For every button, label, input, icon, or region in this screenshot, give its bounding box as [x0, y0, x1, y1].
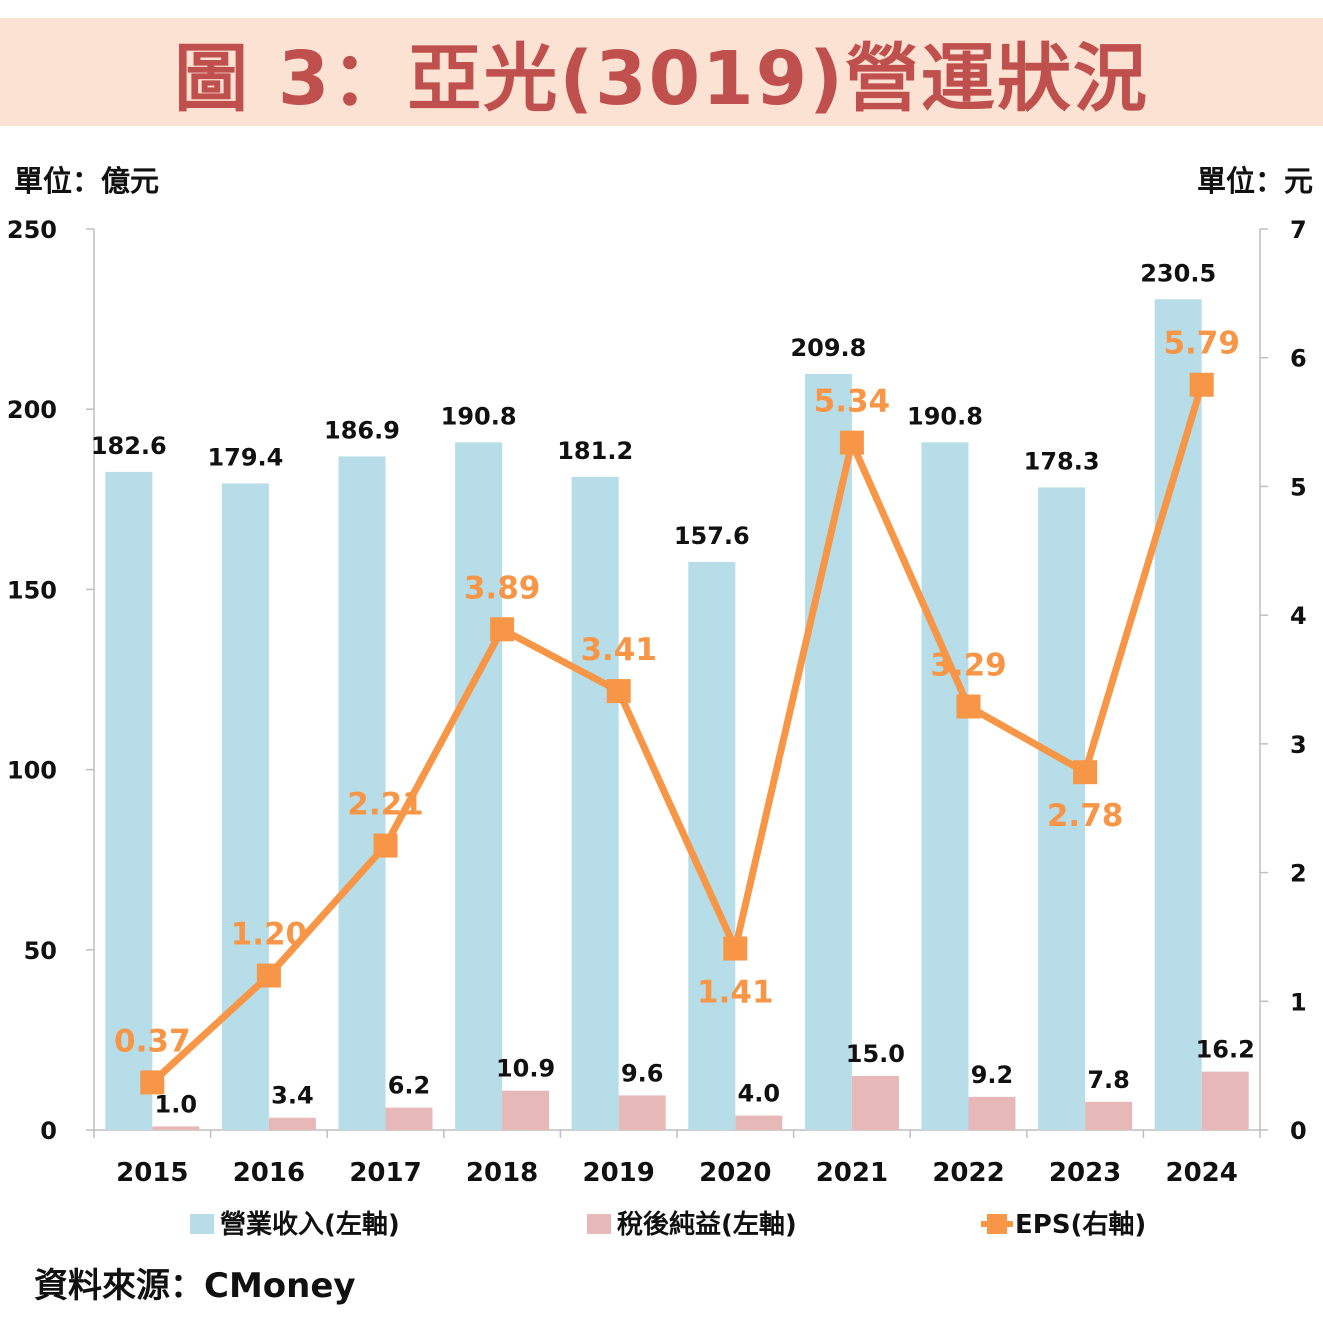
eps-marker [606, 679, 631, 704]
x-tick-label: 2020 [699, 1158, 771, 1188]
x-tick-label: 2018 [466, 1158, 538, 1188]
eps-marker [490, 617, 515, 642]
left-tick-label: 50 [24, 937, 57, 965]
net-income-data-label: 16.2 [1196, 1036, 1255, 1064]
eps-data-label: 3.89 [464, 570, 541, 606]
x-tick-label: 2015 [116, 1158, 188, 1188]
right-tick-label: 2 [1290, 860, 1307, 888]
x-tick-label: 2017 [349, 1158, 421, 1188]
left-tick-label: 200 [7, 396, 57, 424]
x-tick-label: 2019 [583, 1158, 655, 1188]
revenue-bar [1154, 299, 1202, 1130]
right-tick-label: 3 [1290, 731, 1307, 759]
left-tick-label: 150 [7, 576, 57, 604]
net-income-data-label: 4.0 [738, 1080, 781, 1108]
eps-data-label: 5.34 [814, 384, 891, 420]
eps-data-label: 3.29 [930, 648, 1007, 684]
eps-marker [1189, 372, 1214, 397]
eps-marker [373, 833, 398, 858]
right-tick-label: 7 [1290, 216, 1307, 244]
net-income-data-label: 15.0 [846, 1040, 905, 1068]
revenue-data-label: 157.6 [674, 522, 750, 550]
revenue-data-label: 230.5 [1140, 259, 1216, 287]
right-tick-label: 1 [1290, 988, 1307, 1016]
revenue-data-label: 209.8 [790, 334, 866, 362]
revenue-bar [455, 442, 503, 1130]
net-income-data-label: 1.0 [155, 1090, 198, 1118]
net-income-bar [735, 1115, 783, 1130]
revenue-data-label: 190.8 [441, 402, 517, 430]
net-income-bar [268, 1117, 316, 1130]
revenue-bar [688, 562, 736, 1130]
data-source: 資料來源：CMoney [34, 1266, 356, 1306]
right-tick-label: 0 [1290, 1117, 1307, 1145]
eps-data-label: 5.79 [1163, 326, 1240, 362]
eps-marker [1073, 760, 1098, 785]
net-income-bar [1085, 1101, 1133, 1130]
net-income-bar [618, 1095, 666, 1130]
legend-eps-marker [987, 1214, 1007, 1234]
left-tick-label: 0 [40, 1117, 57, 1145]
net-income-bar [502, 1090, 550, 1130]
eps-data-label: 2.78 [1047, 798, 1124, 834]
legend-net-income-label: 稅後純益(左軸) [617, 1209, 797, 1240]
net-income-bar [851, 1075, 899, 1130]
eps-marker [839, 430, 864, 455]
revenue-data-label: 182.6 [91, 432, 167, 460]
right-tick-label: 4 [1290, 602, 1307, 630]
net-income-bar [385, 1107, 433, 1130]
net-income-bar [152, 1126, 200, 1130]
revenue-bar [804, 373, 852, 1130]
legend-net-income-swatch [587, 1214, 611, 1234]
revenue-data-label: 178.3 [1024, 447, 1100, 475]
net-income-data-label: 3.4 [271, 1082, 314, 1110]
eps-marker [140, 1070, 165, 1095]
legend-eps-label: EPS(右軸) [1015, 1209, 1146, 1240]
chart-title: 圖 3：亞光(3019)營運狀況 [174, 35, 1149, 122]
eps-data-label: 1.20 [231, 917, 308, 953]
x-tick-label: 2016 [233, 1158, 305, 1188]
left-tick-label: 250 [7, 216, 57, 244]
eps-data-label: 3.41 [580, 632, 657, 668]
x-tick-label: 2021 [816, 1158, 888, 1188]
net-income-bar [968, 1096, 1016, 1130]
revenue-bar [338, 456, 386, 1130]
revenue-data-label: 179.4 [207, 443, 283, 471]
revenue-data-label: 186.9 [324, 416, 400, 444]
eps-data-label: 0.37 [114, 1023, 191, 1059]
x-tick-label: 2022 [932, 1158, 1004, 1188]
eps-marker [723, 936, 748, 961]
net-income-data-label: 7.8 [1087, 1066, 1130, 1094]
revenue-bar [105, 471, 153, 1130]
left-tick-label: 100 [7, 757, 57, 785]
net-income-data-label: 10.9 [496, 1055, 555, 1083]
net-income-bar [1201, 1071, 1249, 1130]
legend-revenue-label: 營業收入(左軸) [220, 1209, 400, 1240]
net-income-data-label: 9.6 [621, 1059, 664, 1087]
eps-marker [956, 694, 981, 719]
title-banner: 圖 3：亞光(3019)營運狀況 [0, 18, 1323, 126]
right-tick-label: 5 [1290, 473, 1307, 501]
left-axis-unit: 單位：億元 [14, 164, 160, 198]
x-tick-label: 2024 [1166, 1158, 1238, 1188]
eps-marker [256, 963, 281, 988]
revenue-bar [921, 442, 969, 1130]
revenue-data-label: 181.2 [557, 437, 633, 465]
net-income-data-label: 9.2 [971, 1061, 1014, 1089]
eps-line [149, 383, 1206, 1085]
x-tick-label: 2023 [1049, 1158, 1121, 1188]
legend-revenue-swatch [190, 1214, 214, 1234]
revenue-bar [571, 476, 619, 1130]
eps-data-label: 1.41 [697, 975, 774, 1011]
right-tick-label: 6 [1290, 345, 1307, 373]
revenue-bar [1038, 487, 1086, 1130]
eps-data-label: 2.21 [347, 787, 424, 823]
net-income-data-label: 6.2 [388, 1072, 431, 1100]
revenue-bar [221, 483, 269, 1131]
revenue-data-label: 190.8 [907, 402, 983, 430]
right-axis-unit: 單位：元 [1196, 164, 1313, 198]
